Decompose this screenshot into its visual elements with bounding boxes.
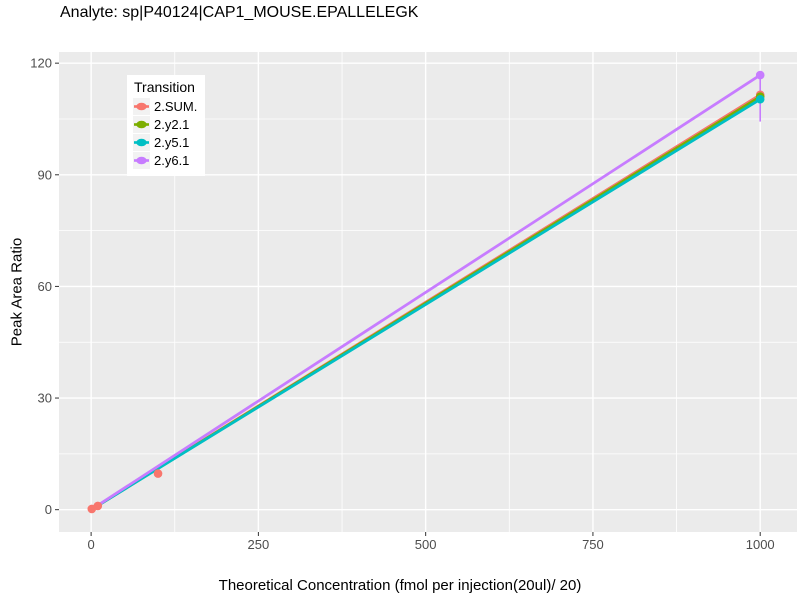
chart-title: Analyte: sp|P40124|CAP1_MOUSE.EPALLELEGK <box>60 4 419 21</box>
x-tick-label: 250 <box>248 537 270 552</box>
y-tick-label: 30 <box>38 391 52 406</box>
y-axis-title: Peak Area Ratio <box>8 237 26 347</box>
fit-line-2.y5.1 <box>89 97 762 512</box>
legend-label: 2.y6.1 <box>154 153 190 168</box>
legend-label: 2.SUM. <box>154 99 198 114</box>
data-point-2.y6.1 <box>755 70 765 80</box>
legend-row: 2.SUM. <box>133 98 197 115</box>
legend-key-icon <box>133 116 150 133</box>
x-tick-label: 750 <box>582 537 604 552</box>
y-tick-label: 0 <box>45 502 52 517</box>
x-tick-label: 0 <box>87 537 94 552</box>
data-point-2.SUM. <box>153 469 163 478</box>
data-point-2.SUM. <box>93 501 103 511</box>
y-tick-label: 90 <box>38 167 52 182</box>
legend-key-icon <box>133 134 150 151</box>
legend-row: 2.y5.1 <box>133 134 197 151</box>
data-point-2.y5.1 <box>755 94 765 104</box>
y-tick-label: 60 <box>38 279 52 294</box>
legend-row: 2.y6.1 <box>133 152 197 169</box>
y-tick-label: 120 <box>30 56 52 71</box>
legend-label: 2.y2.1 <box>154 117 190 132</box>
legend-row: 2.y2.1 <box>133 116 197 133</box>
legend: Transition 2.SUM. 2.y2.1 2.y5.1 2.y6.1 <box>127 75 206 176</box>
legend-label: 2.y5.1 <box>154 135 190 150</box>
x-axis-title: Theoretical Concentration (fmol per inje… <box>218 577 582 594</box>
legend-title: Transition <box>134 79 195 95</box>
x-tick-label: 1000 <box>746 537 775 552</box>
legend-key-icon <box>133 152 150 169</box>
legend-rows: 2.SUM. 2.y2.1 2.y5.1 2.y6.1 <box>133 98 197 169</box>
x-tick-label: 500 <box>415 537 437 552</box>
legend-key-icon <box>133 98 150 115</box>
fit-line-2.y6.1 <box>89 73 762 512</box>
